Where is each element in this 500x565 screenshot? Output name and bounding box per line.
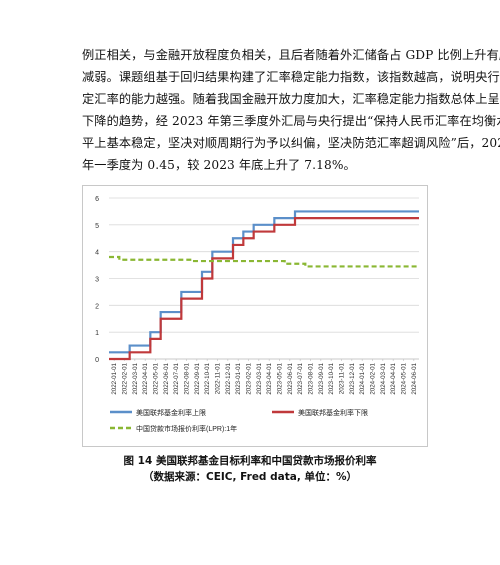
chart-frame (82, 185, 428, 447)
x-tick-label: 2024-02-01 (370, 362, 377, 394)
body-paragraph: 例正相关，与金融开放程度负相关，且后者随着外汇储备占 GDP 比例上升有所 减弱… (82, 44, 500, 177)
x-tick-label: 2022-03-01 (132, 362, 139, 394)
x-tick-label: 2023-06-01 (287, 362, 294, 394)
figure-caption: 图 14 美国联邦基金目标利率和中国贷款市场报价利率 (123, 455, 377, 467)
x-tick-label: 2022-08-01 (184, 362, 191, 394)
y-tick-label: 0 (95, 357, 99, 364)
x-tick-label: 2022-04-01 (142, 362, 149, 394)
paragraph-line: 下降的趋势，经 2023 年第三季度外汇局与央行提出“保持人民币汇率在均衡水 (82, 114, 500, 129)
paragraph-line: 定汇率的能力越强。随着我国金融开放力度加大，汇率稳定能力指数总体上呈现 (82, 92, 500, 107)
x-tick-label: 2022-06-01 (163, 362, 170, 394)
series-line-0 (109, 210, 419, 354)
x-tick-label: 2022-05-01 (153, 362, 160, 394)
legend-label-2: 中国贷款市场报价利率(LPR):1年 (136, 424, 237, 433)
legend-label-1: 美国联邦基金利率下限 (298, 408, 368, 417)
x-tick-label: 2022-11-01 (215, 362, 222, 394)
x-tick-label: 2023-10-01 (328, 362, 335, 394)
x-tick-label: 2022-07-01 (173, 362, 180, 394)
series-line-2 (109, 255, 419, 268)
x-tick-label: 2024-06-01 (411, 362, 418, 394)
x-tick-label: 2023-11-01 (339, 362, 346, 394)
x-tick-label: 2023-01-01 (235, 362, 242, 394)
paragraph-line: 年一季度为 0.45，较 2023 年底上升了 7.18%。 (82, 158, 356, 173)
paragraph-line: 例正相关，与金融开放程度负相关，且后者随着外汇储备占 GDP 比例上升有所 (82, 48, 500, 62)
y-tick-label: 6 (95, 196, 99, 203)
x-tick-label: 2022-09-01 (194, 362, 201, 394)
x-tick-label: 2023-05-01 (277, 362, 284, 394)
y-tick-label: 2 (95, 303, 99, 310)
y-tick-label: 5 (95, 223, 99, 230)
x-tick-label: 2024-04-01 (390, 362, 397, 394)
figure-source: （数据来源：CEIC, Fred data, 单位：%） (143, 471, 357, 483)
x-tick-label: 2022-02-01 (122, 362, 129, 394)
x-tick-label: 2022-12-01 (225, 362, 232, 394)
y-tick-label: 4 (95, 250, 99, 257)
y-tick-label: 1 (95, 330, 99, 337)
x-tick-label: 2023-09-01 (318, 362, 325, 394)
x-tick-label: 2023-08-01 (308, 362, 315, 394)
series-line-1 (109, 217, 419, 361)
x-tick-label: 2024-03-01 (380, 362, 387, 394)
x-tick-label: 2023-12-01 (349, 362, 356, 394)
y-tick-label: 3 (95, 277, 99, 284)
paragraph-line: 平上基本稳定，坚决对顺周期行为予以纠偏，坚决防范汇率超调风险”后，2024 (82, 136, 500, 151)
paragraph-line: 减弱。课题组基于回归结果构建了汇率稳定能力指数，该指数越高，说明央行稳 (82, 70, 500, 85)
legend-label-0: 美国联邦基金利率上限 (136, 408, 206, 417)
x-tick-label: 2023-02-01 (246, 362, 253, 394)
x-tick-label: 2023-03-01 (256, 362, 263, 394)
x-tick-label: 2023-07-01 (297, 362, 304, 394)
x-tick-label: 2024-01-01 (359, 362, 366, 394)
x-tick-label: 2023-04-01 (266, 362, 273, 394)
x-tick-label: 2024-05-01 (401, 362, 408, 394)
x-tick-label: 2022-10-01 (204, 362, 211, 394)
x-tick-label: 2022-01-01 (111, 362, 118, 394)
